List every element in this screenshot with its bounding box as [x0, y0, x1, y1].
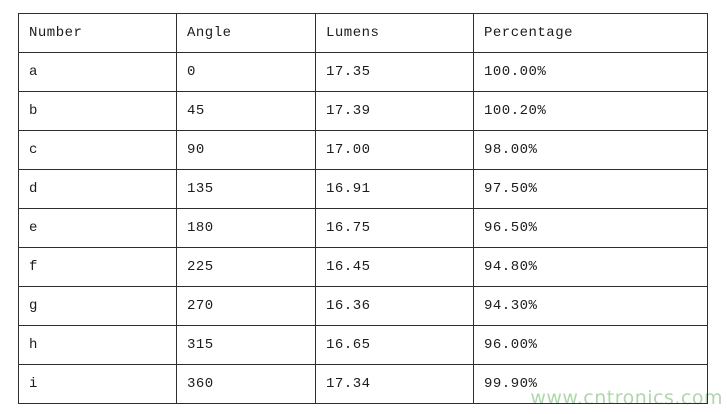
cell-number: i — [18, 364, 177, 404]
cell-percentage: 94.80% — [473, 247, 708, 287]
cell-angle: 360 — [176, 364, 316, 404]
cell-percentage: 99.90% — [473, 364, 708, 404]
cell-percentage: 100.00% — [473, 52, 708, 92]
cell-number: h — [18, 325, 177, 365]
cell-number: e — [18, 208, 177, 248]
cell-angle: 90 — [176, 130, 316, 170]
cell-lumens: 17.35 — [315, 52, 474, 92]
table-row: g 270 16.36 94.30% — [18, 286, 708, 326]
cell-percentage: 96.00% — [473, 325, 708, 365]
table-row: c 90 17.00 98.00% — [18, 130, 708, 170]
table-row: i 360 17.34 99.90% — [18, 364, 708, 404]
lumens-angle-table: Number Angle Lumens Percentage a 0 17.35… — [18, 13, 708, 404]
table-row: d 135 16.91 97.50% — [18, 169, 708, 209]
column-header-angle: Angle — [176, 13, 316, 53]
column-header-percentage: Percentage — [473, 13, 708, 53]
cell-angle: 135 — [176, 169, 316, 209]
cell-lumens: 16.65 — [315, 325, 474, 365]
cell-percentage: 98.00% — [473, 130, 708, 170]
lumens-table-container: Number Angle Lumens Percentage a 0 17.35… — [18, 13, 708, 404]
cell-lumens: 17.00 — [315, 130, 474, 170]
cell-number: b — [18, 91, 177, 131]
cell-angle: 315 — [176, 325, 316, 365]
table-row: a 0 17.35 100.00% — [18, 52, 708, 92]
header-row: Number Angle Lumens Percentage — [18, 13, 708, 53]
cell-angle: 270 — [176, 286, 316, 326]
table-row: h 315 16.65 96.00% — [18, 325, 708, 365]
cell-lumens: 16.75 — [315, 208, 474, 248]
table-row: f 225 16.45 94.80% — [18, 247, 708, 287]
cell-number: f — [18, 247, 177, 287]
cell-angle: 0 — [176, 52, 316, 92]
cell-percentage: 94.30% — [473, 286, 708, 326]
cell-angle: 180 — [176, 208, 316, 248]
table-row: e 180 16.75 96.50% — [18, 208, 708, 248]
cell-number: c — [18, 130, 177, 170]
table-row: b 45 17.39 100.20% — [18, 91, 708, 131]
cell-number: d — [18, 169, 177, 209]
cell-angle: 45 — [176, 91, 316, 131]
cell-percentage: 96.50% — [473, 208, 708, 248]
cell-lumens: 16.45 — [315, 247, 474, 287]
cell-lumens: 17.39 — [315, 91, 474, 131]
cell-percentage: 97.50% — [473, 169, 708, 209]
cell-lumens: 17.34 — [315, 364, 474, 404]
cell-number: a — [18, 52, 177, 92]
cell-angle: 225 — [176, 247, 316, 287]
column-header-number: Number — [18, 13, 177, 53]
cell-number: g — [18, 286, 177, 326]
cell-lumens: 16.36 — [315, 286, 474, 326]
cell-lumens: 16.91 — [315, 169, 474, 209]
cell-percentage: 100.20% — [473, 91, 708, 131]
column-header-lumens: Lumens — [315, 13, 474, 53]
